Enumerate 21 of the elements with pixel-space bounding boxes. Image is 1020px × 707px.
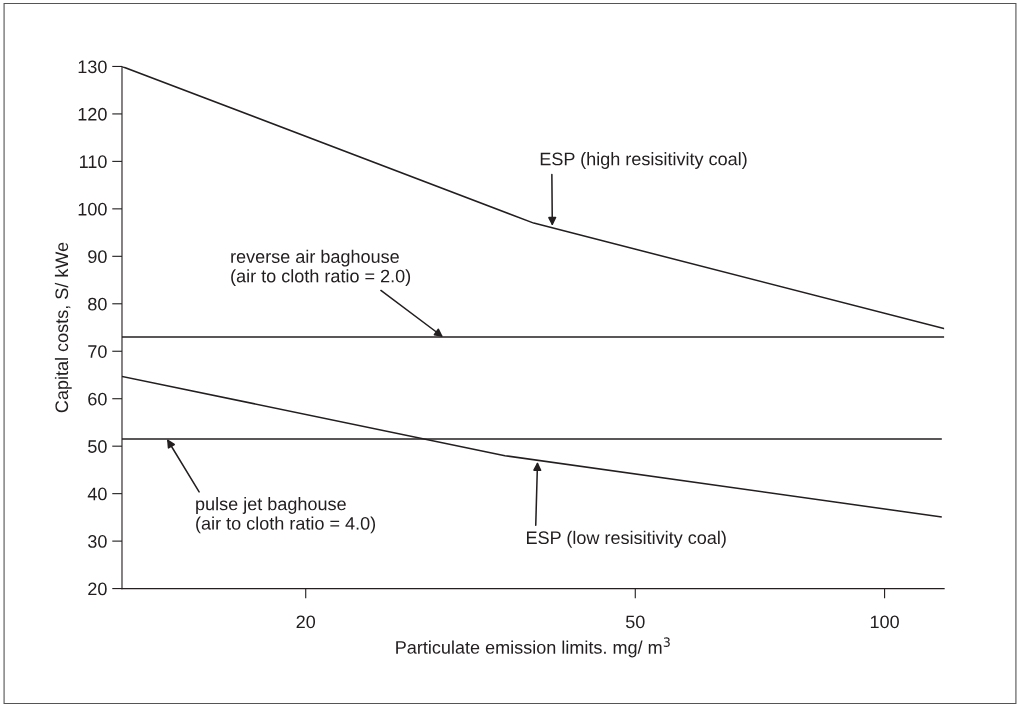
y-tick-label: 120 (78, 107, 107, 121)
annotation: pulse jet baghouse (air to cloth ratio = 4.0) (196, 497, 376, 534)
x-tick-label: 50 (625, 615, 645, 629)
x-tick-label: 100 (870, 615, 899, 629)
x-axis-title: Particulate emission limits. mg/ m$^{3}$ (396, 637, 670, 658)
y-axis-title: Capital costs, S/ kWe (54, 242, 72, 413)
annotation: ESP (low resisitivity coal) (527, 530, 726, 548)
y-tick-label: 20 (88, 582, 107, 596)
y-tick-label: 70 (88, 345, 107, 358)
x-tick-label: 20 (296, 615, 316, 629)
y-tick-label: 40 (87, 487, 107, 501)
annotation: reverse air baghouse (air to cloth ratio = 2.0) (231, 249, 411, 286)
y-tick-label: 110 (80, 155, 107, 169)
y-tick-label: 60 (88, 392, 107, 406)
y-tick-label: 80 (88, 297, 107, 311)
y-tick-label: 130 (78, 60, 107, 74)
y-tick-label: 30 (88, 535, 107, 548)
y-tick-label: 90 (88, 250, 107, 264)
annotation: ESP (high resisitivity coal) (540, 152, 747, 169)
y-tick-label: 100 (78, 202, 107, 216)
y-tick-label: 50 (88, 440, 107, 453)
